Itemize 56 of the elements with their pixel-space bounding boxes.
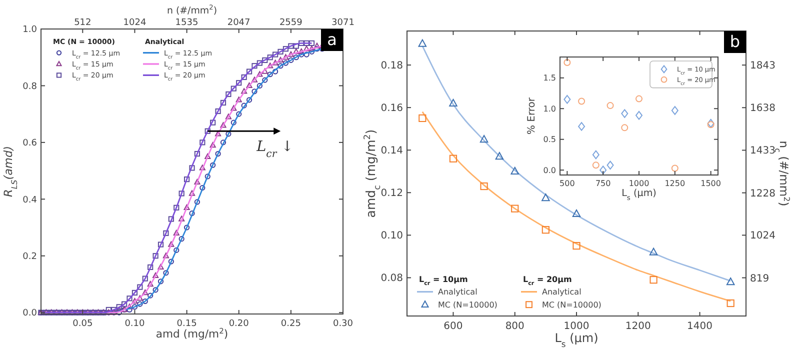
- x-tick-label: 1000: [628, 179, 650, 188]
- legend-label: Analytical: [542, 288, 582, 297]
- x-axis-title: L$_{s}$ (μm): [554, 331, 598, 348]
- y2-tick-label: 1228: [750, 188, 776, 200]
- x2-tick-label: 1024: [123, 18, 146, 28]
- y-tick-label: 0.8: [22, 82, 38, 92]
- x2-axis-title: n (#/mm$^{2}$): [166, 4, 218, 17]
- y2-tick-label: 1843: [750, 60, 776, 72]
- x-tick-label: 1200: [625, 321, 651, 332]
- legend-label: MC (N=10000): [542, 300, 602, 310]
- x-tick-label: 0.30: [332, 319, 354, 329]
- x2-tick-label: 2047: [227, 18, 250, 28]
- y-tick-label: 0.10: [380, 230, 403, 242]
- x-tick-label: 0.10: [124, 319, 146, 329]
- y-axis-title: % Error: [526, 96, 538, 135]
- x-tick-label: 1400: [687, 321, 712, 332]
- y-tick-label: 0.2: [22, 252, 37, 262]
- y-tick-label: 0.4: [22, 195, 38, 206]
- x-tick-label: 1250: [664, 179, 686, 188]
- x-tick-label: 750: [595, 179, 611, 188]
- y-tick-label: 0.12: [380, 188, 403, 200]
- y-tick-label: 1.0: [22, 25, 38, 36]
- y-tick-label: 0.5: [543, 135, 556, 144]
- y2-tick-label: 1638: [750, 103, 776, 114]
- y-tick-label: 1.0: [543, 104, 556, 114]
- x-tick-label: 600: [444, 321, 463, 332]
- annotation: L$_{cr}$ ↓: [256, 139, 294, 160]
- y-tick-label: 0.14: [380, 146, 403, 157]
- x2-tick-label: 1535: [175, 18, 198, 28]
- x-tick-label: 1000: [564, 321, 590, 332]
- x2-tick-label: 512: [74, 18, 92, 28]
- x2-tick-label: 3071: [332, 18, 354, 28]
- x-tick-label: 0.25: [280, 319, 301, 329]
- x-axis-title: L$_{s}$ (μm): [622, 188, 656, 202]
- y-tick-label: 1.5: [543, 74, 556, 83]
- x2-tick-label: 2559: [279, 18, 303, 28]
- y2-tick-label: 1433: [750, 146, 776, 157]
- legend-label: Analytical: [438, 288, 478, 297]
- y-tick-label: 0.0: [543, 166, 556, 175]
- y2-tick-label: 1024: [750, 230, 776, 242]
- x-tick-label: 0.05: [72, 319, 93, 329]
- annotation: b: [730, 32, 740, 51]
- annotation: a: [327, 30, 337, 49]
- y-tick-label: 0.08: [380, 273, 403, 284]
- annotation: L$_{cr}$ = 20μm: [523, 274, 572, 287]
- y-tick-label: 0.0: [22, 308, 38, 319]
- x-tick-label: 0.20: [228, 319, 250, 329]
- y-tick-label: 0.6: [22, 138, 38, 149]
- legend-label: MC (N=10000): [438, 300, 498, 310]
- x-tick-label: 500: [560, 179, 575, 188]
- y-tick-label: 0.18: [380, 60, 403, 72]
- x-tick-label: 800: [505, 321, 524, 332]
- y2-tick-label: 819: [750, 273, 770, 284]
- y-tick-label: 0.16: [380, 103, 403, 114]
- annotation: L$_{cr}$ = 10μm: [419, 274, 468, 287]
- x-tick-label: 1500: [700, 179, 721, 188]
